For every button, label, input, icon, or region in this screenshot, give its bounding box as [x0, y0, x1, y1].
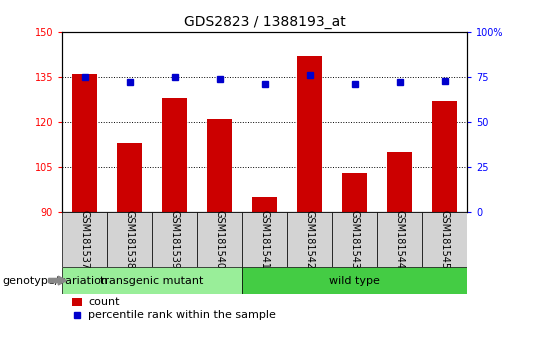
FancyBboxPatch shape	[242, 212, 287, 267]
FancyBboxPatch shape	[287, 212, 332, 267]
Text: GSM181543: GSM181543	[349, 210, 360, 269]
Text: GSM181542: GSM181542	[305, 210, 315, 269]
FancyBboxPatch shape	[62, 212, 107, 267]
Text: GSM181541: GSM181541	[260, 210, 269, 269]
FancyBboxPatch shape	[197, 212, 242, 267]
Bar	[252, 198, 277, 212]
Bar	[162, 98, 187, 212]
Bar	[432, 101, 457, 212]
Text: wild type: wild type	[329, 275, 380, 286]
FancyBboxPatch shape	[62, 267, 242, 294]
FancyBboxPatch shape	[152, 212, 197, 267]
FancyBboxPatch shape	[107, 212, 152, 267]
Bar	[72, 74, 97, 212]
FancyBboxPatch shape	[332, 212, 377, 267]
Title: GDS2823 / 1388193_at: GDS2823 / 1388193_at	[184, 16, 346, 29]
Text: transgenic mutant: transgenic mutant	[100, 275, 204, 286]
Text: count: count	[89, 297, 120, 307]
Text: GSM181537: GSM181537	[79, 210, 90, 269]
Text: GSM181540: GSM181540	[214, 210, 225, 269]
Bar	[117, 143, 142, 212]
Text: genotype/variation: genotype/variation	[3, 275, 109, 286]
Text: percentile rank within the sample: percentile rank within the sample	[89, 309, 276, 320]
Bar	[297, 56, 322, 212]
FancyBboxPatch shape	[242, 267, 467, 294]
FancyBboxPatch shape	[422, 212, 467, 267]
Text: GSM181545: GSM181545	[440, 210, 450, 269]
Bar	[342, 173, 367, 212]
Text: GSM181539: GSM181539	[170, 210, 180, 269]
FancyBboxPatch shape	[377, 212, 422, 267]
Bar	[207, 119, 232, 212]
Bar	[72, 298, 82, 306]
Bar	[387, 152, 412, 212]
Text: GSM181538: GSM181538	[125, 210, 134, 269]
Text: GSM181544: GSM181544	[395, 210, 404, 269]
